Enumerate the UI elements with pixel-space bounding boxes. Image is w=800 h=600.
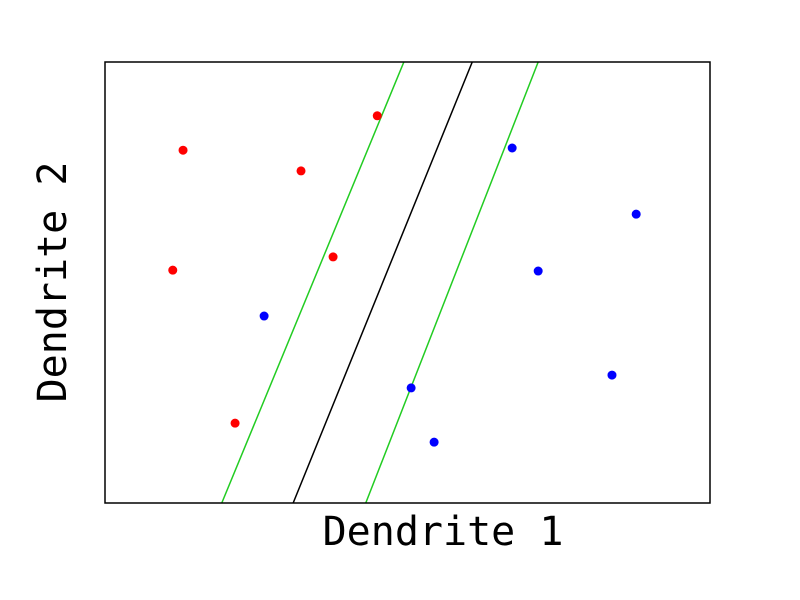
point <box>607 370 617 380</box>
point <box>230 418 240 428</box>
point <box>296 166 306 176</box>
point <box>178 145 188 155</box>
line <box>365 62 539 503</box>
point <box>631 209 641 219</box>
point <box>406 383 416 393</box>
point <box>429 437 439 447</box>
point <box>259 311 269 321</box>
y-axis-label: Dendrite 2 <box>30 162 76 403</box>
plot-frame <box>104 61 711 504</box>
line <box>221 62 405 503</box>
point <box>533 266 543 276</box>
point <box>328 252 338 262</box>
point <box>168 265 178 275</box>
point <box>372 111 382 121</box>
line <box>292 62 473 503</box>
x-axis-label: Dendrite 1 <box>323 509 564 555</box>
point <box>507 143 517 153</box>
